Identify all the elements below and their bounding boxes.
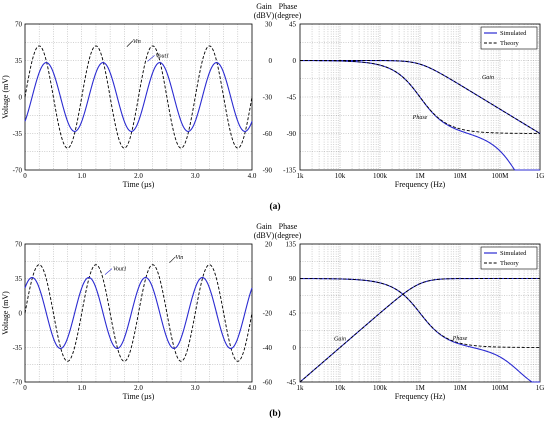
y-tick-label: -70: [13, 167, 23, 175]
y-tick-label: -35: [13, 344, 23, 352]
phase-tick-label: -90: [287, 130, 297, 138]
x-tick-label: 10M: [453, 172, 467, 180]
series-vout1-line: [24, 62, 253, 132]
legend-label-simulated: Simulated: [500, 250, 527, 257]
x-tick-label: 3.0: [191, 172, 200, 180]
gain-tick-label: 0: [269, 57, 273, 65]
annotation-leader: [104, 268, 113, 275]
plot-frame: [299, 23, 541, 171]
x-axis-label: Time (µs): [123, 180, 155, 189]
gain-axis-unit: (dBV): [254, 231, 275, 240]
x-tick-label: 3.0: [191, 384, 200, 392]
y-tick-label: 70: [15, 21, 23, 29]
x-tick-label: 1M: [415, 384, 426, 392]
annotation-leader: [147, 55, 155, 62]
y-tick-label: 70: [15, 241, 23, 249]
phase-tick-label: 45: [289, 310, 297, 318]
gain-tick-label: 30: [265, 21, 273, 29]
gain-axis-unit: (dBV): [254, 11, 275, 20]
x-tick-label: 100k: [373, 384, 388, 392]
phase-axis-label: Phase: [279, 222, 298, 231]
phase-theory-line: [299, 278, 541, 348]
gain-tick-label: 20: [265, 241, 273, 249]
gain-tick-label: 0: [269, 275, 273, 283]
annotation-leader: [126, 40, 134, 47]
phase-tick-label: 45: [289, 21, 297, 29]
gain-tick-label: -60: [263, 130, 273, 138]
phase-tick-label: 0: [293, 57, 297, 65]
x-tick-label: 1.0: [77, 384, 86, 392]
x-tick-label: 10M: [453, 384, 467, 392]
gain-tick-label: -90: [263, 167, 273, 175]
x-tick-label: 4.0: [248, 384, 257, 392]
x-tick-label: 100k: [373, 172, 388, 180]
x-tick-label: 1k: [297, 384, 305, 392]
series-vin-line: [24, 264, 253, 362]
x-tick-label: 100M: [492, 172, 510, 180]
y-tick-label: 35: [15, 275, 23, 283]
x-tick-label: 100M: [492, 384, 510, 392]
annotation-label: Vout1: [156, 53, 170, 59]
annotation-label: Vout1: [113, 267, 127, 273]
phase-axis-unit: (degree): [275, 231, 302, 240]
x-tick-label: 2.0: [134, 172, 143, 180]
gain-tick-label: -40: [263, 344, 273, 352]
x-tick-label: 10k: [335, 172, 346, 180]
x-tick-label: 1k: [297, 172, 305, 180]
caption-b: (b): [269, 408, 281, 419]
y-tick-label: 35: [15, 57, 23, 65]
phase-axis-unit: (degree): [275, 11, 302, 20]
y-axis-label: Voltage (mV): [1, 75, 10, 119]
plot-frame: [299, 243, 541, 383]
gain-theory-line: [300, 60, 541, 134]
x-tick-label: 0: [23, 384, 27, 392]
x-tick-label: 10k: [335, 384, 346, 392]
x-tick-label: 1G: [536, 384, 545, 392]
x-tick-label: 1M: [415, 172, 426, 180]
phase-axis-label: Phase: [279, 2, 298, 11]
x-axis-label: Time (µs): [123, 392, 155, 401]
y-tick-label: -70: [13, 379, 23, 387]
x-tick-label: 4.0: [248, 172, 257, 180]
phase-tick-label: -45: [287, 379, 297, 387]
annotation-label: Vin: [175, 255, 183, 261]
annotation-leader: [169, 256, 176, 263]
x-axis-label: Frequency (Hz): [395, 180, 446, 189]
gain-axis-label: Gain: [256, 2, 272, 11]
annotation-label: Gain: [482, 75, 494, 81]
gain-tick-label: -20: [263, 310, 273, 318]
legend-label-theory: Theory: [500, 40, 520, 47]
phase-tick-label: -135: [283, 167, 296, 175]
gain-theory-line: [299, 278, 540, 383]
legend-label-theory: Theory: [500, 260, 520, 267]
x-tick-label: 0: [23, 172, 27, 180]
x-axis-label: Frequency (Hz): [395, 392, 446, 401]
y-axis-label: Voltage (mV): [1, 291, 10, 335]
phase-tick-label: 135: [286, 241, 297, 249]
legend-label-simulated: Simulated: [500, 30, 527, 37]
y-tick-label: 0: [19, 310, 23, 318]
series-vout1-line: [24, 276, 253, 350]
annotation-label: Vin: [133, 39, 141, 45]
annotation-label: Phase: [452, 336, 468, 342]
phase-theory-line: [300, 60, 540, 134]
annotation-label: Gain: [334, 337, 346, 343]
phase-tick-label: 90: [289, 275, 297, 283]
gain-axis-label: Gain: [256, 222, 272, 231]
x-tick-label: 1.0: [77, 172, 86, 180]
caption-a: (a): [269, 201, 280, 212]
x-tick-label: 2.0: [134, 384, 143, 392]
gain-tick-label: -60: [263, 379, 273, 387]
gain-tick-label: -30: [263, 94, 273, 102]
y-tick-label: 0: [19, 94, 23, 102]
phase-tick-label: 0: [293, 344, 297, 352]
y-tick-label: -35: [13, 130, 23, 138]
x-tick-label: 1G: [536, 172, 545, 180]
annotation-label: Phase: [412, 115, 428, 121]
phase-tick-label: -45: [287, 94, 297, 102]
